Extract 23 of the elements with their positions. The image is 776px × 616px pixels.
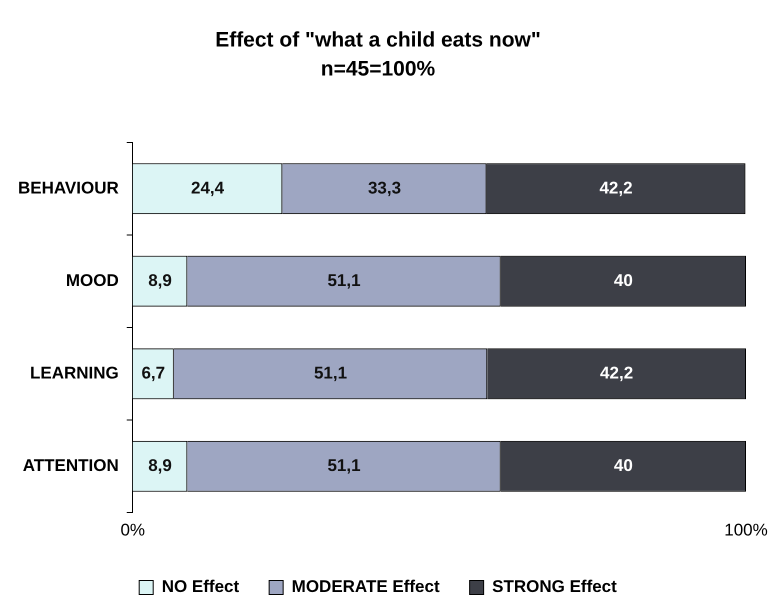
data-label: 42,2 bbox=[599, 178, 633, 198]
y-tick-label: BEHAVIOUR bbox=[18, 178, 119, 198]
data-label: 33,3 bbox=[368, 178, 402, 198]
data-label: 40 bbox=[614, 270, 633, 290]
chart-subtitle: n=45=100% bbox=[320, 58, 436, 81]
chart-title: Effect of "what a child eats now" bbox=[215, 28, 541, 52]
x-tick-label: 0% bbox=[120, 520, 146, 540]
data-label: 51,1 bbox=[327, 270, 361, 290]
data-label: 24,4 bbox=[191, 178, 225, 198]
data-label: 8,9 bbox=[148, 270, 172, 290]
legend-label: NO Effect bbox=[162, 577, 240, 596]
x-tick-label: 100% bbox=[724, 520, 768, 540]
y-tick-label: LEARNING bbox=[30, 363, 119, 382]
data-label: 6,7 bbox=[141, 363, 166, 382]
legend-label: MODERATE Effect bbox=[292, 577, 440, 596]
legend-label: STRONG Effect bbox=[492, 577, 618, 596]
data-label: 8,9 bbox=[148, 456, 172, 476]
y-tick-label: MOOD bbox=[66, 270, 119, 290]
data-label: 40 bbox=[614, 456, 633, 476]
y-tick-label: ATTENTION bbox=[22, 456, 119, 476]
data-label: 42,2 bbox=[600, 363, 634, 382]
data-label: 51,1 bbox=[327, 456, 361, 476]
data-label: 51,1 bbox=[314, 363, 348, 382]
